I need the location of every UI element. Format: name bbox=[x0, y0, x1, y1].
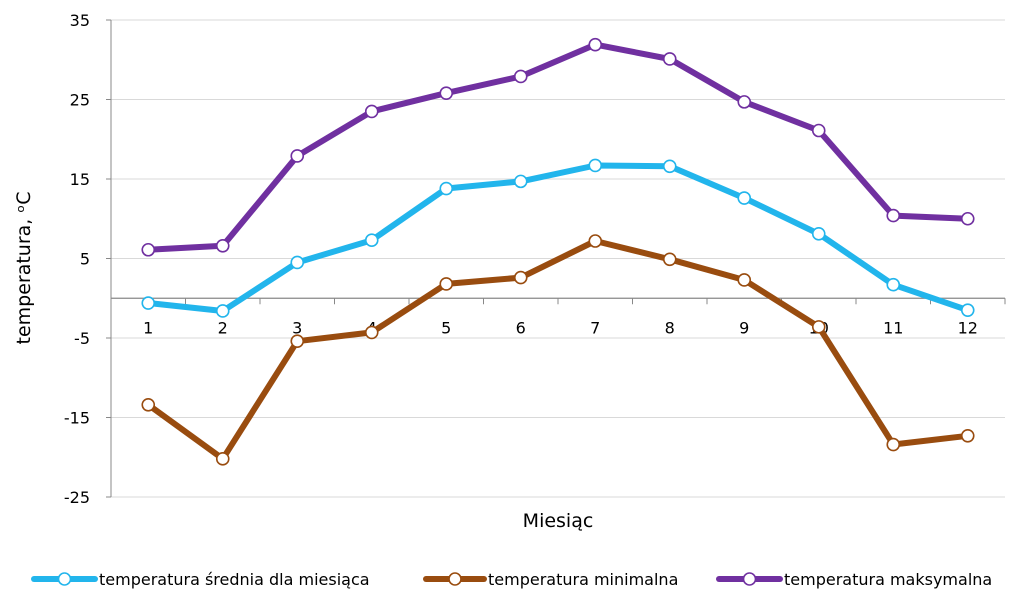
data-point bbox=[886, 437, 901, 452]
gridlines bbox=[111, 19, 1005, 498]
data-point bbox=[960, 428, 975, 443]
y-tick-label: -15 bbox=[64, 409, 90, 428]
y-tick-label: 35 bbox=[70, 11, 90, 30]
x-tick-label: 8 bbox=[665, 318, 675, 337]
data-point bbox=[662, 52, 677, 66]
x-tick-label: 3 bbox=[292, 318, 302, 337]
data-point bbox=[290, 334, 305, 348]
data-point bbox=[886, 208, 901, 223]
data-point bbox=[737, 191, 752, 205]
data-point bbox=[141, 296, 156, 310]
data-point bbox=[364, 325, 379, 340]
legend-label: temperatura minimalna bbox=[488, 570, 678, 589]
data-point bbox=[811, 320, 826, 334]
y-tick-label: 5 bbox=[80, 250, 90, 269]
x-axis-title: Miesiąc bbox=[523, 510, 594, 532]
data-point bbox=[588, 37, 603, 52]
y-tick-label: -5 bbox=[74, 329, 90, 348]
data-point bbox=[737, 95, 752, 109]
data-point bbox=[215, 304, 230, 318]
legend-swatch-marker bbox=[742, 572, 757, 586]
data-point bbox=[141, 397, 156, 412]
x-tick-labels: 123456789101112 bbox=[143, 318, 978, 337]
data-point bbox=[513, 270, 528, 285]
data-point bbox=[141, 242, 156, 257]
data-point bbox=[215, 452, 230, 466]
data-point bbox=[513, 174, 528, 189]
data-point bbox=[662, 159, 677, 174]
y-axis-title: temperatura, ᵒC bbox=[13, 191, 35, 344]
data-point bbox=[811, 123, 826, 138]
data-point bbox=[364, 233, 379, 248]
data-point bbox=[811, 227, 826, 241]
data-point bbox=[290, 149, 305, 163]
y-tick-label: 25 bbox=[70, 91, 90, 110]
data-point bbox=[439, 86, 454, 100]
x-tick-label: 11 bbox=[883, 318, 903, 337]
legend-label: temperatura maksymalna bbox=[784, 570, 992, 589]
x-tick-label: 1 bbox=[143, 318, 153, 337]
x-tick-label: 9 bbox=[739, 318, 749, 337]
series-points bbox=[141, 37, 975, 466]
legend-label: temperatura średnia dla miesiąca bbox=[99, 570, 370, 589]
legend: temperatura średnia dla miesiąca temperat… bbox=[31, 570, 992, 589]
series-line bbox=[145, 41, 971, 253]
x-tick-label: 5 bbox=[441, 318, 451, 337]
axes bbox=[106, 19, 1006, 498]
data-point bbox=[886, 277, 901, 292]
legend-swatch-marker bbox=[448, 572, 462, 586]
data-point bbox=[960, 303, 975, 317]
data-point bbox=[960, 211, 975, 226]
data-point bbox=[662, 252, 677, 267]
series-line bbox=[145, 238, 971, 462]
data-point bbox=[439, 181, 454, 196]
data-point bbox=[364, 104, 379, 119]
data-point bbox=[290, 255, 305, 270]
data-point bbox=[737, 273, 752, 287]
data-point bbox=[513, 69, 528, 84]
y-tick-labels: 35 25 15 5 -5 -15 -25 bbox=[64, 11, 90, 507]
series-lines bbox=[145, 41, 971, 462]
x-tick-label: 7 bbox=[590, 318, 600, 337]
x-tick-label: 6 bbox=[516, 318, 526, 337]
data-point bbox=[588, 234, 603, 248]
legend-swatch-marker bbox=[57, 572, 72, 586]
x-tick-label: 12 bbox=[958, 318, 978, 337]
series-line bbox=[145, 162, 971, 314]
y-tick-label: 15 bbox=[70, 170, 90, 189]
x-tick-label: 2 bbox=[218, 318, 228, 337]
data-point bbox=[588, 158, 603, 173]
y-tick-label: -25 bbox=[64, 488, 90, 507]
data-point bbox=[439, 277, 454, 291]
data-point bbox=[215, 238, 230, 253]
